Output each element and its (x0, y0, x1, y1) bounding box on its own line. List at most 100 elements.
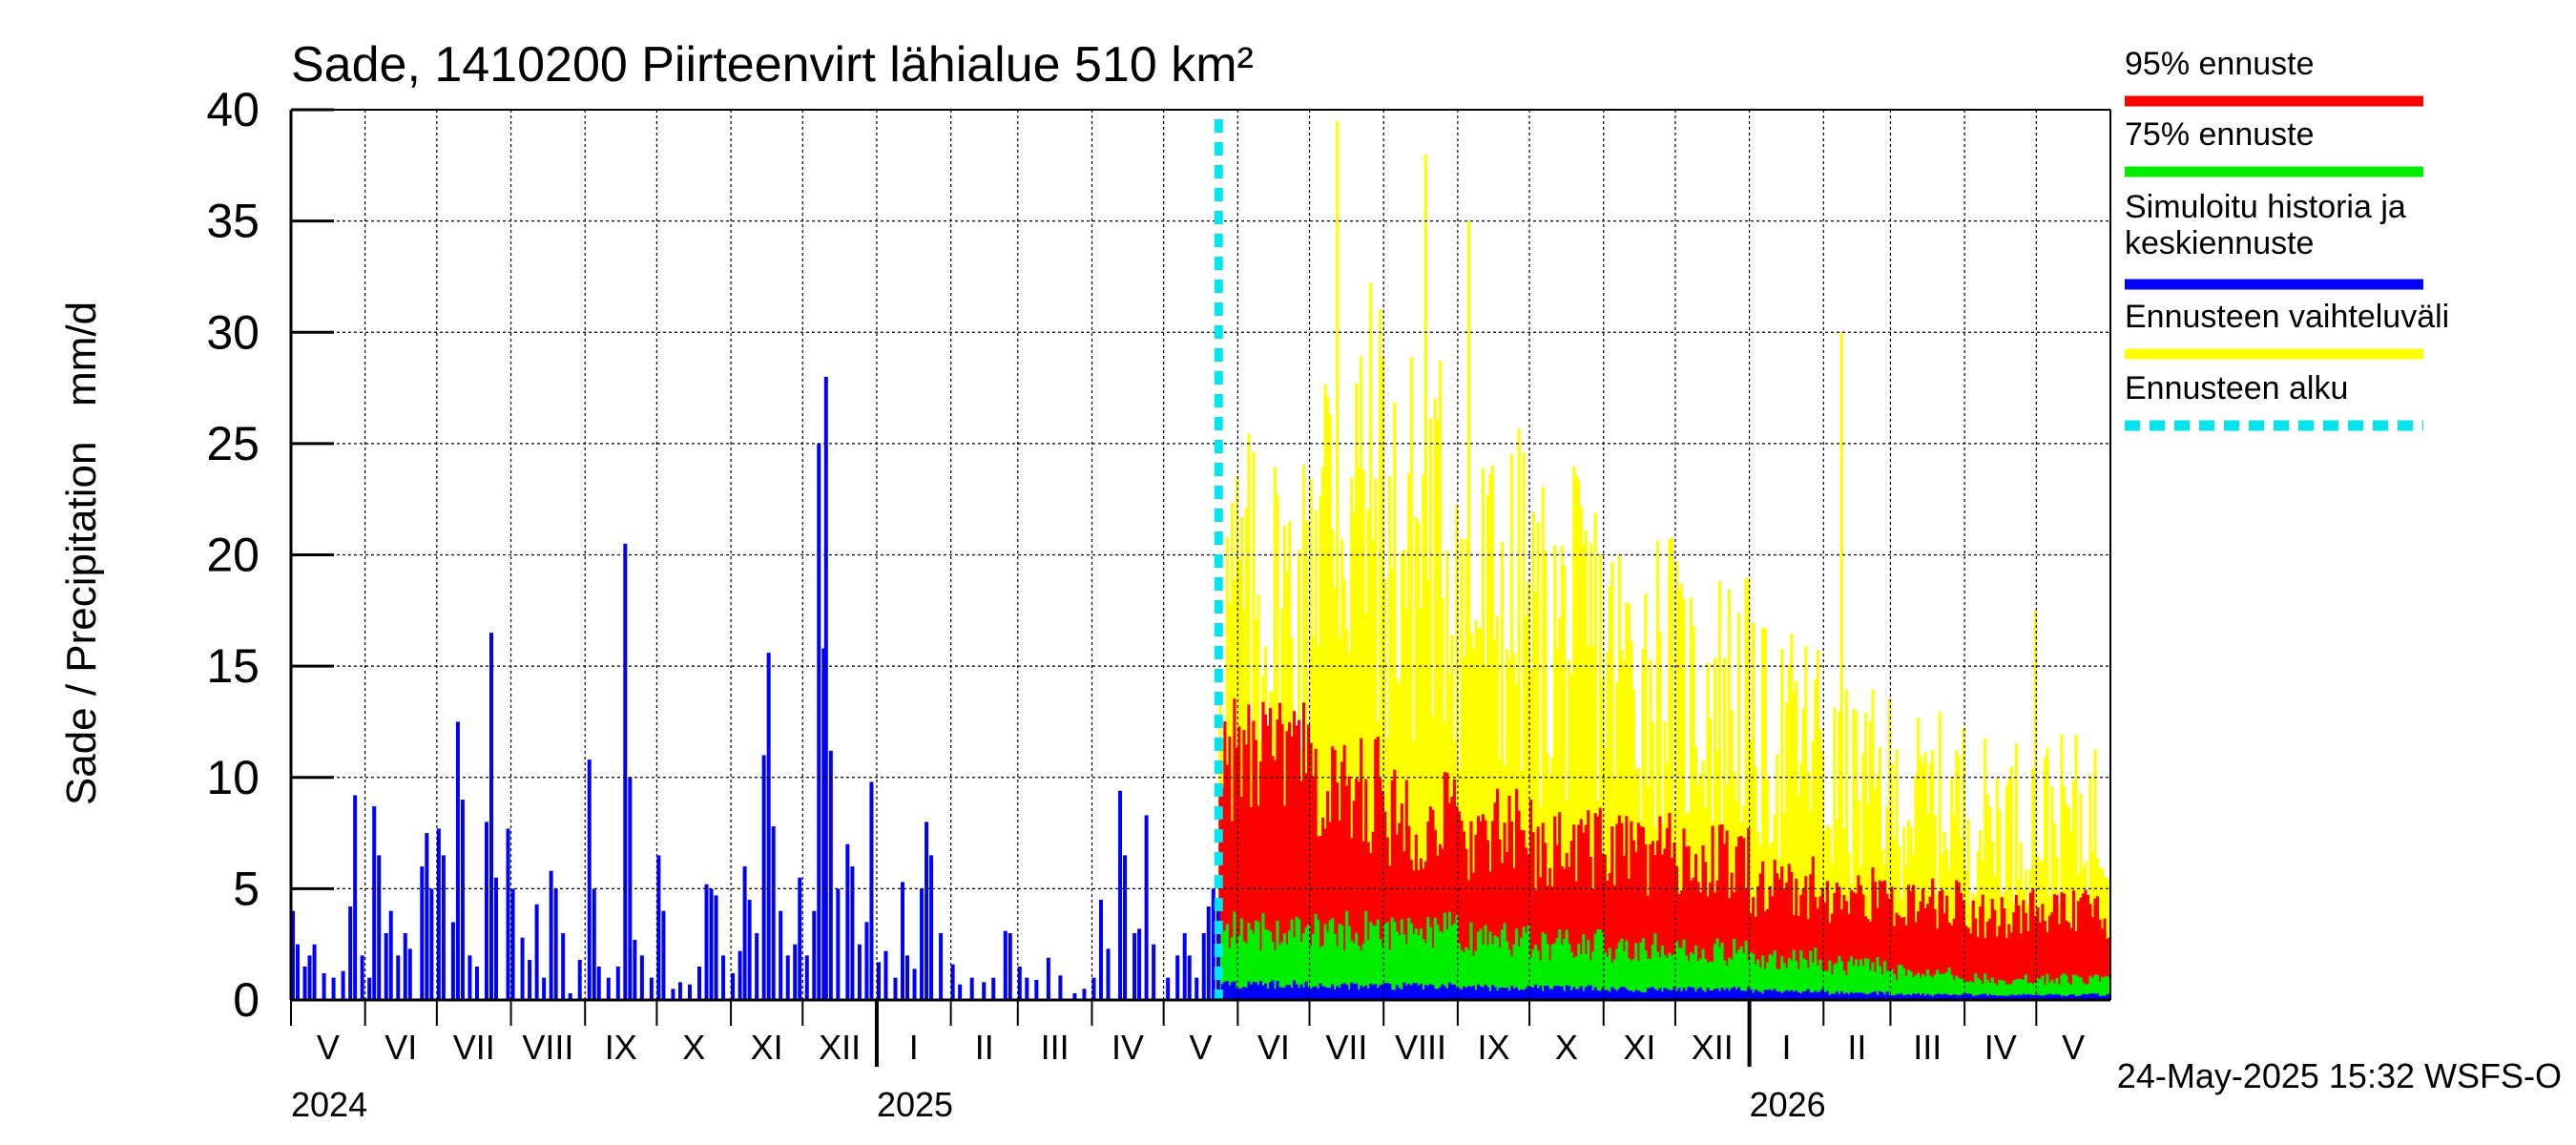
forecast-bar (1591, 989, 1595, 1000)
history-bar (766, 653, 771, 1000)
forecast-bar (1646, 958, 1650, 1000)
forecast-bar (1698, 987, 1703, 1000)
forecast-bar (1928, 896, 1932, 1000)
x-tick-label: XI (751, 1028, 783, 1067)
forecast-bar (1641, 992, 1645, 1000)
forecast-bar (1357, 946, 1361, 1000)
forecast-bar (1709, 961, 1713, 1000)
forecast-bar (1360, 738, 1363, 1000)
forecast-bar (1610, 987, 1614, 1000)
forecast-bar (1546, 986, 1549, 1000)
forecast-bar (1577, 944, 1581, 1000)
forecast-bar (1569, 674, 1573, 1000)
history-bar (396, 955, 401, 1000)
year-label: 2024 (291, 1085, 367, 1124)
forecast-bar (1945, 993, 1949, 1000)
legend: 95% ennuste 75% ennuste Simuloitu historia… (2125, 46, 2449, 431)
forecast-bar (1854, 893, 1858, 1000)
x-tick-label: V (317, 1028, 340, 1067)
history-bar (528, 960, 532, 1000)
forecast-bar (1287, 930, 1292, 1000)
forecast-bar (1237, 726, 1241, 1000)
forecast-bar (2017, 905, 2021, 1000)
forecast-bar (1795, 680, 1798, 1000)
forecast-bar (1782, 963, 1786, 1000)
forecast-bar (1287, 721, 1292, 1000)
forecast-bar (2079, 897, 2083, 1000)
forecast-bar (1481, 987, 1485, 1000)
forecast-bar (1776, 991, 1779, 1000)
forecast-bar (1820, 751, 1824, 1000)
forecast-bar (1776, 873, 1779, 1000)
history-bar (420, 866, 425, 1000)
forecast-bar (1469, 987, 1473, 1000)
forecast-bar (2052, 983, 2056, 1000)
forecast-bar (1620, 822, 1624, 1000)
forecast-bar (1995, 936, 1999, 1000)
forecast-bar (1290, 919, 1294, 1000)
forecast-bar (1445, 772, 1449, 1000)
forecast-bar (1655, 951, 1659, 1000)
forecast-bar (1512, 867, 1516, 1000)
history-bar (747, 900, 752, 1000)
forecast-bar (1235, 988, 1238, 1000)
forecast-bar (1854, 992, 1858, 1000)
forecast-bar (2041, 995, 2045, 1000)
forecast-bar (1749, 989, 1753, 1000)
history-bar (441, 855, 446, 1000)
history-bar (1166, 977, 1171, 1000)
forecast-bar (1926, 968, 1930, 1000)
forecast-bar (1460, 538, 1464, 1000)
forecast-bar (1682, 828, 1686, 1000)
forecast-bar (1730, 872, 1734, 1000)
x-tick-label: IX (1477, 1028, 1509, 1067)
forecast-bar (2046, 994, 2049, 1000)
forecast-bar (2088, 774, 2092, 1000)
forecast-bar (1598, 929, 1602, 1000)
forecast-bar (1866, 803, 1870, 1000)
forecast-bar (2055, 895, 2059, 1000)
forecast-bar (1268, 708, 1273, 1000)
forecast-bar (1971, 982, 1975, 1000)
x-tick-label: VI (1257, 1028, 1290, 1067)
forecast-bar (1655, 540, 1659, 1000)
forecast-bar (1447, 982, 1451, 1000)
forecast-bar (1928, 994, 1932, 1000)
forecast-bar (1773, 860, 1776, 1000)
forecast-bar (2003, 995, 2006, 1000)
history-bar (939, 933, 944, 1000)
forecast-bar (1309, 989, 1313, 1000)
forecast-bar (2076, 976, 2081, 1000)
history-bar (929, 855, 934, 1000)
forecast-bar (2033, 610, 2037, 1000)
forecast-bar (1323, 924, 1327, 1000)
history-bar (1017, 967, 1022, 1000)
forecast-bar (1941, 889, 1944, 1000)
forecast-bar (1630, 990, 1633, 1000)
forecast-bar (1469, 634, 1473, 1000)
forecast-bar (1522, 452, 1526, 1000)
forecast-bar (1404, 985, 1408, 1000)
forecast-bar (1488, 990, 1492, 1000)
forecast-bar (1706, 963, 1710, 1000)
forecast-bar (1876, 907, 1880, 1000)
forecast-bar (1393, 402, 1397, 1000)
history-bar (982, 982, 987, 1000)
forecast-bar (1833, 964, 1837, 1000)
y-tick-label: 15 (206, 639, 260, 693)
forecast-bar (1436, 419, 1440, 1000)
forecast-bar (1304, 520, 1308, 1000)
forecast-bar (1773, 949, 1776, 1000)
forecast-bar (1536, 522, 1540, 1000)
forecast-bar (1615, 948, 1619, 1000)
forecast-bar (1728, 957, 1732, 1000)
history-bar (857, 944, 862, 1000)
forecast-bar (1481, 945, 1485, 1000)
forecast-bar (1402, 851, 1406, 1000)
forecast-bar (1273, 467, 1278, 1000)
y-tick-label: 10 (206, 751, 260, 804)
forecast-bar (2065, 996, 2068, 1000)
forecast-bar (1627, 879, 1631, 1000)
history-bar (731, 973, 736, 1000)
forecast-bar (1598, 807, 1602, 1000)
